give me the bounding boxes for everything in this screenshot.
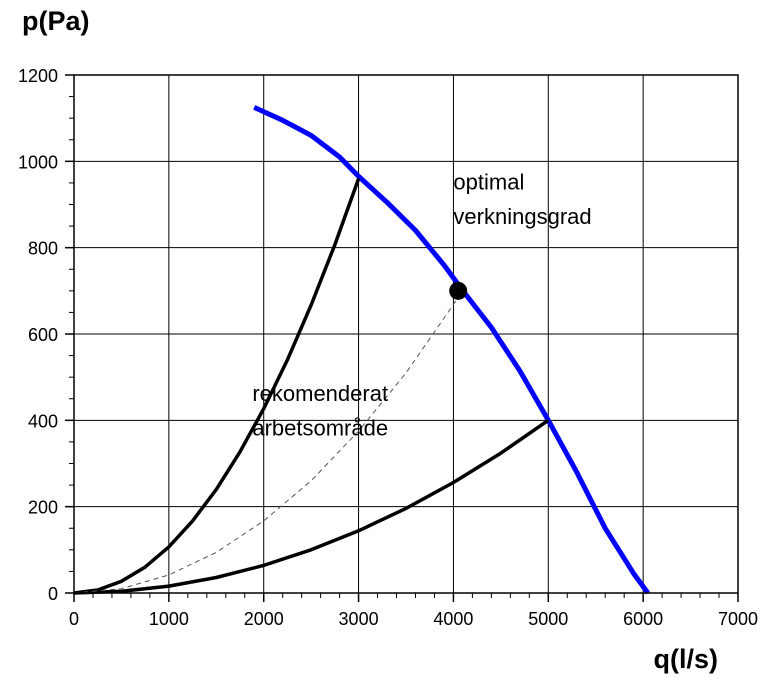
x-tick-label: 6000 [623, 609, 663, 629]
labels-layer: optimal verkningsgrad rekomenderat arbetsom… [252, 169, 591, 440]
x-tick-label: 5000 [528, 609, 568, 629]
annotation-2: verkningsgrad [453, 204, 591, 229]
series-line-4 [73, 290, 464, 594]
series-line-3 [73, 418, 550, 595]
y-axis-title: p(Pa) [22, 6, 90, 36]
annotation-4: arbetsområde [252, 415, 388, 440]
y-tick-label: 0 [48, 584, 58, 604]
y-tick-label: 1000 [18, 152, 58, 172]
optimal-point-marker [449, 281, 468, 300]
x-axis-title: q(l/s) [654, 644, 719, 674]
y-tick-label: 600 [28, 325, 58, 345]
y-tick-label: 200 [28, 498, 58, 518]
series-layer [73, 105, 650, 595]
x-tick-label: 3000 [339, 609, 379, 629]
x-tick-label: 7000 [718, 609, 758, 629]
series-line-1 [253, 105, 650, 595]
ticks-layer: 0 1000 2000 3000 4000 5000 6000 7000 0 200 400 600 8… [18, 66, 758, 629]
y-tick-label: 1200 [18, 66, 58, 86]
series-line-2 [73, 178, 361, 595]
annotation-3: rekomenderat [252, 381, 388, 406]
x-tick-label: 0 [69, 609, 79, 629]
x-tick-label: 4000 [433, 609, 473, 629]
y-tick-label: 400 [28, 411, 58, 431]
points-layer [449, 281, 468, 300]
x-tick-label: 1000 [149, 609, 189, 629]
annotation-1: optimal [453, 169, 524, 194]
y-tick-label: 800 [28, 239, 58, 259]
x-tick-label: 2000 [244, 609, 284, 629]
grid-layer [74, 75, 738, 593]
